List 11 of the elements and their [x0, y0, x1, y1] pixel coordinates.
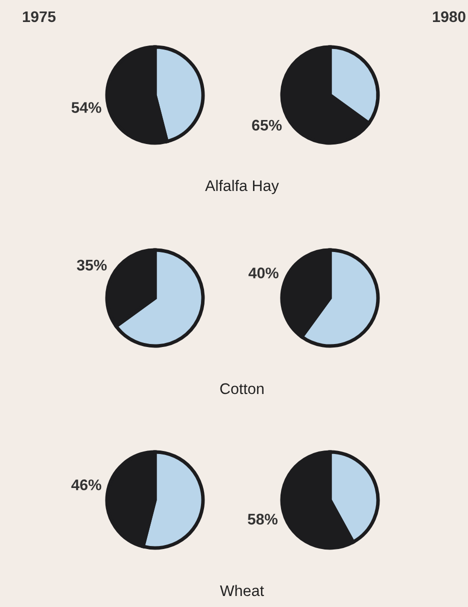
text: Cotton — [220, 383, 264, 394]
text: Alfalfa Hay — [205, 180, 279, 194]
data-label: 35% — [76, 260, 107, 271]
data-label: 65% — [252, 120, 282, 131]
data-label: 46% — [71, 479, 102, 490]
chart-title: 1975 — [22, 11, 56, 22]
data-label: 58% — [248, 514, 278, 525]
data-label: 54% — [72, 102, 102, 113]
data-label: 40% — [248, 268, 278, 278]
text: Wheat — [220, 584, 264, 596]
text: 1980 — [432, 11, 466, 22]
